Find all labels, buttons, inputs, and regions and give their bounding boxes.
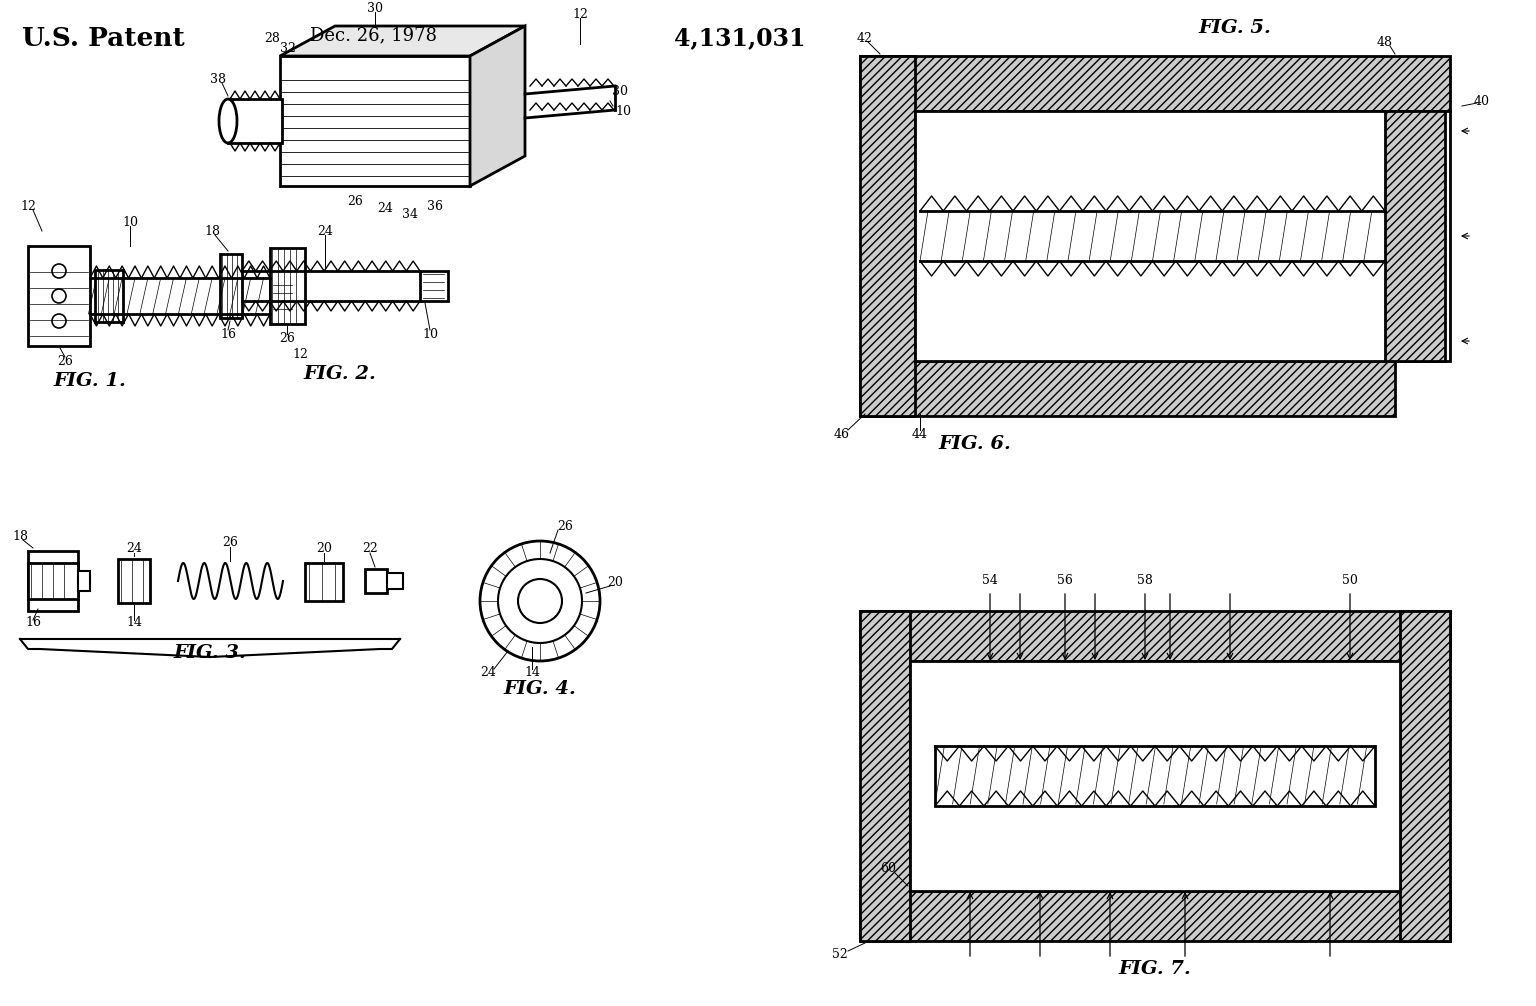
Bar (909, 661, 1399, 891)
Polygon shape (280, 26, 525, 56)
Text: FIG. 2.: FIG. 2. (304, 365, 376, 383)
Text: 4,131,031: 4,131,031 (674, 26, 806, 50)
Text: 44: 44 (912, 428, 928, 441)
Bar (1385, 111, 1445, 361)
Text: FIG. 7.: FIG. 7. (1118, 960, 1192, 978)
Bar (78, 571, 91, 591)
Bar (1399, 611, 1450, 941)
Text: 22: 22 (362, 542, 378, 555)
Circle shape (52, 289, 66, 303)
Bar (306, 563, 343, 601)
Text: 40: 40 (1475, 95, 1490, 108)
Text: 24: 24 (481, 667, 496, 679)
Bar (860, 891, 1450, 941)
Text: 26: 26 (223, 536, 238, 549)
Text: 24: 24 (376, 201, 393, 214)
Bar (860, 56, 915, 416)
Text: FIG. 6.: FIG. 6. (938, 435, 1011, 453)
Text: 26: 26 (558, 519, 573, 532)
Text: FIG. 1.: FIG. 1. (54, 372, 126, 390)
Text: 28: 28 (264, 31, 280, 44)
Text: 16: 16 (220, 328, 237, 340)
Text: 26: 26 (280, 332, 295, 344)
Text: 12: 12 (571, 7, 588, 20)
Text: 38: 38 (210, 72, 226, 86)
Bar (419, 271, 449, 301)
Text: 10: 10 (422, 328, 438, 340)
Text: 30: 30 (367, 1, 382, 14)
Bar (270, 248, 306, 324)
Text: 34: 34 (402, 207, 418, 220)
Circle shape (518, 579, 562, 623)
Bar (935, 746, 1375, 806)
Bar (270, 278, 295, 314)
Text: 60: 60 (880, 862, 895, 875)
Circle shape (52, 264, 66, 278)
Text: 26: 26 (57, 354, 72, 367)
Text: 26: 26 (347, 194, 362, 207)
Text: 54: 54 (982, 574, 998, 588)
Text: 20: 20 (607, 576, 624, 590)
Text: FIG. 3.: FIG. 3. (174, 644, 246, 662)
Bar (220, 254, 243, 318)
Text: 48: 48 (1376, 35, 1393, 48)
Text: 46: 46 (834, 428, 849, 441)
Bar (366, 569, 387, 593)
Ellipse shape (220, 99, 237, 143)
Bar (860, 611, 909, 941)
Text: 36: 36 (427, 199, 442, 212)
Bar (860, 611, 1450, 661)
Text: 14: 14 (126, 617, 141, 630)
Text: 14: 14 (524, 667, 541, 679)
Bar (387, 573, 402, 589)
Text: 10: 10 (121, 215, 138, 228)
Bar (28, 246, 91, 346)
Text: 42: 42 (857, 31, 872, 44)
Bar (95, 270, 123, 322)
Text: 52: 52 (833, 949, 848, 962)
Polygon shape (280, 56, 470, 186)
Text: 20: 20 (316, 542, 332, 555)
Bar (915, 111, 1450, 361)
Text: 50: 50 (1342, 574, 1358, 588)
Bar (227, 99, 283, 143)
Text: Dec. 26, 1978: Dec. 26, 1978 (310, 26, 438, 44)
Text: 18: 18 (204, 224, 220, 237)
Text: 24: 24 (126, 542, 141, 555)
Text: 12: 12 (20, 199, 35, 212)
Text: 12: 12 (292, 347, 307, 360)
Text: 16: 16 (25, 617, 41, 630)
Bar (860, 361, 1395, 416)
Polygon shape (470, 26, 525, 186)
Text: 10: 10 (614, 105, 631, 118)
Text: 58: 58 (1137, 574, 1154, 588)
Circle shape (479, 541, 601, 661)
Text: 56: 56 (1057, 574, 1074, 588)
Text: 32: 32 (280, 41, 296, 54)
Text: 24: 24 (316, 224, 333, 237)
Circle shape (52, 314, 66, 328)
Text: 30: 30 (611, 85, 628, 98)
Text: U.S. Patent: U.S. Patent (22, 26, 184, 51)
Text: FIG. 5.: FIG. 5. (1198, 19, 1272, 37)
Text: 18: 18 (12, 529, 28, 542)
Bar (860, 56, 1450, 111)
Text: FIG. 4.: FIG. 4. (504, 680, 576, 698)
Bar (28, 563, 78, 599)
Circle shape (498, 559, 582, 643)
Bar (118, 559, 151, 603)
Bar (28, 551, 78, 611)
